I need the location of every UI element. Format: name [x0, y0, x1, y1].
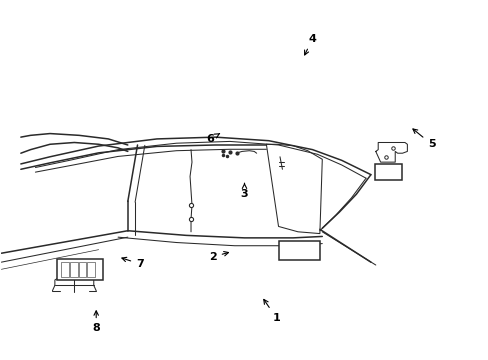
Bar — [57, 258, 103, 280]
Text: 8: 8 — [92, 311, 100, 333]
Text: 5: 5 — [412, 129, 435, 149]
Text: 1: 1 — [263, 300, 280, 323]
Bar — [278, 241, 319, 260]
Text: 4: 4 — [304, 34, 316, 55]
Bar — [79, 262, 86, 277]
Text: 2: 2 — [208, 252, 228, 262]
Text: 7: 7 — [122, 257, 143, 269]
Bar — [70, 262, 78, 277]
Text: 6: 6 — [206, 134, 219, 144]
Bar — [374, 164, 401, 180]
Bar — [61, 262, 69, 277]
Bar — [87, 262, 95, 277]
Text: 3: 3 — [240, 184, 248, 199]
